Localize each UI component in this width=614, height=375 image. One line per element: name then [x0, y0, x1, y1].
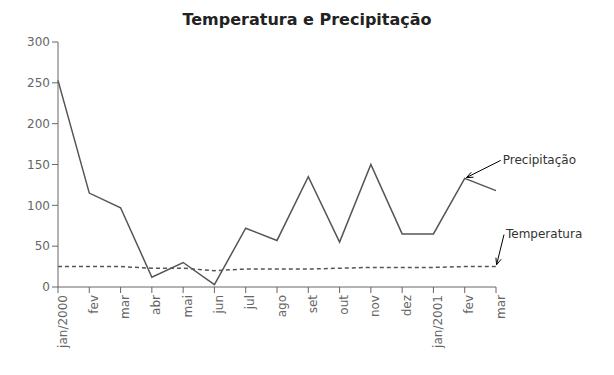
svg-text:250: 250 — [27, 76, 50, 90]
svg-text:50: 50 — [35, 239, 50, 253]
svg-text:100: 100 — [27, 199, 50, 213]
svg-text:abr: abr — [149, 295, 163, 315]
svg-text:out: out — [337, 295, 351, 315]
svg-text:dez: dez — [400, 295, 414, 316]
svg-text:Precipitação: Precipitação — [503, 153, 576, 167]
svg-text:jan/2000: jan/2000 — [56, 295, 70, 349]
svg-text:Temperatura: Temperatura — [505, 227, 582, 241]
svg-text:0: 0 — [42, 280, 50, 294]
svg-text:fev: fev — [87, 295, 101, 314]
html-text:Temperatura e Precipitação: Temperatura e Precipitação — [182, 10, 432, 29]
svg-text:ago: ago — [275, 295, 289, 317]
svg-text:mai: mai — [181, 295, 195, 317]
svg-text:nov: nov — [368, 295, 382, 317]
svg-text:fev: fev — [462, 295, 476, 314]
svg-text:300: 300 — [27, 35, 50, 49]
svg-text:mar: mar — [118, 295, 132, 319]
svg-text:jan/2001: jan/2001 — [431, 295, 445, 349]
svg-text:mar: mar — [494, 295, 508, 319]
svg-text:150: 150 — [27, 158, 50, 172]
svg-text:200: 200 — [27, 117, 50, 131]
svg-text:jun: jun — [212, 295, 226, 315]
svg-text:jul: jul — [243, 295, 257, 310]
svg-text:set: set — [306, 295, 320, 314]
